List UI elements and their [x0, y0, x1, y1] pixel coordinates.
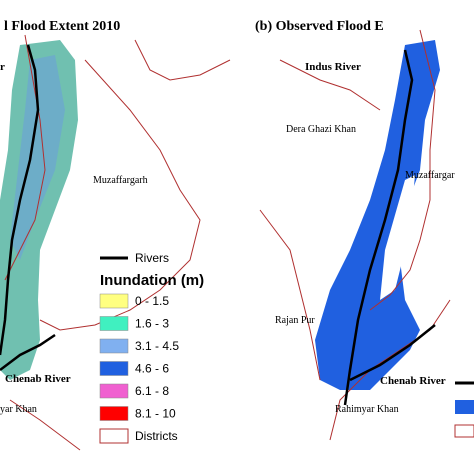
- legend-swatch: [99, 293, 129, 309]
- place-label: yar Khan: [0, 404, 37, 415]
- place-label: r: [0, 61, 5, 73]
- observed-flood-gap: [380, 175, 415, 300]
- observed-flood: [315, 40, 440, 390]
- panel-title: l Flood Extent 2010: [4, 19, 120, 34]
- legend-label: Rivers: [135, 251, 169, 265]
- legend-label: 1.6 - 3: [135, 317, 169, 331]
- legend-swatch: [99, 361, 129, 376]
- place-label: Rajan Pur: [275, 315, 315, 326]
- legend-swatch: [99, 316, 129, 331]
- legend-swatch: [99, 406, 129, 421]
- legend-swatch: [99, 428, 129, 444]
- districts: [4, 34, 231, 451]
- river: [343, 49, 436, 406]
- legend-label: 6.1 - 8: [135, 384, 169, 398]
- legend-label: 0 - 1.5: [135, 294, 169, 308]
- legend-swatch: [454, 424, 474, 438]
- legend-label: 3.1 - 4.5: [135, 339, 179, 353]
- place-label: Chenab River: [5, 373, 71, 385]
- place-label: Indus River: [305, 61, 361, 73]
- legend-swatch: [99, 383, 129, 399]
- simulated-flood-deep: [10, 55, 65, 260]
- place-label: Rahimyar Khan: [335, 404, 399, 415]
- legend: Rivers Inundation (m) 0 - 1.5 1.6 - 3 3.1 …: [99, 251, 204, 444]
- legend-label: 4.6 - 6: [135, 362, 169, 376]
- districts: [259, 29, 451, 441]
- place-label: Chenab River: [380, 375, 446, 387]
- place-label: Muzaffargarh: [93, 175, 148, 186]
- legend-swatch: [99, 338, 129, 354]
- place-label: Muzaffargar: [405, 170, 455, 181]
- legend-swatch: [455, 400, 474, 414]
- place-label: Dera Ghazi Khan: [286, 124, 356, 135]
- river: [0, 44, 56, 371]
- panel-title: (b) Observed Flood E: [255, 19, 384, 34]
- legend-label: Districts: [135, 429, 178, 443]
- legend-title: Inundation (m): [100, 272, 204, 289]
- legend-label: 8.1 - 10: [135, 407, 176, 421]
